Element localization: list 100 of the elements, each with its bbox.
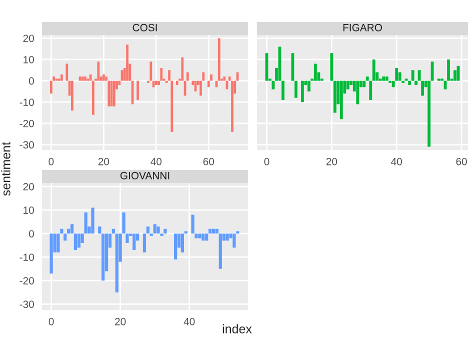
bar bbox=[428, 80, 431, 147]
x-tick-label: 20 bbox=[115, 318, 126, 326]
bar bbox=[126, 44, 128, 81]
bar bbox=[346, 80, 350, 90]
y-tick-label: -20 bbox=[20, 120, 34, 128]
bar bbox=[118, 80, 121, 86]
x-tick-label: 20 bbox=[326, 158, 338, 166]
x-tick-label: 0 bbox=[48, 158, 54, 166]
bar bbox=[150, 62, 152, 81]
bar bbox=[421, 80, 424, 96]
bar bbox=[330, 53, 334, 81]
bar bbox=[136, 80, 139, 100]
bar bbox=[291, 53, 294, 81]
y-axis-title: sentiment bbox=[1, 142, 10, 196]
bar bbox=[142, 234, 146, 252]
chart-title: GIOVANNI bbox=[120, 172, 170, 180]
bar bbox=[430, 62, 434, 81]
bar bbox=[112, 228, 115, 234]
y-tick-label: -30 bbox=[20, 300, 34, 308]
bar bbox=[207, 80, 210, 88]
bar bbox=[411, 70, 414, 81]
bar bbox=[228, 76, 231, 81]
bar bbox=[447, 59, 450, 81]
y-tick-label: 10 bbox=[24, 56, 34, 64]
bar bbox=[153, 224, 156, 234]
bar bbox=[105, 76, 108, 81]
bar bbox=[168, 70, 170, 81]
bar bbox=[223, 76, 226, 81]
bar bbox=[112, 80, 116, 106]
bar bbox=[174, 234, 178, 260]
bar bbox=[191, 214, 194, 234]
bar bbox=[52, 76, 55, 81]
x-tick-label: 60 bbox=[203, 158, 214, 166]
bar bbox=[398, 72, 402, 81]
bar bbox=[392, 80, 395, 88]
x-tick-label: 40 bbox=[184, 318, 195, 326]
bar bbox=[418, 70, 421, 81]
bar bbox=[56, 234, 60, 252]
bar bbox=[408, 80, 412, 86]
bar bbox=[98, 226, 102, 234]
x-axis-title: index bbox=[222, 324, 252, 334]
x-tick-label: 0 bbox=[48, 318, 54, 326]
bar bbox=[115, 234, 118, 292]
bar bbox=[300, 80, 304, 102]
bar bbox=[340, 80, 343, 120]
y-tick-label: -10 bbox=[20, 254, 34, 261]
bar bbox=[170, 80, 174, 132]
bar bbox=[164, 228, 167, 234]
bar bbox=[84, 212, 88, 234]
bar bbox=[70, 224, 74, 234]
bar bbox=[307, 80, 310, 92]
bar bbox=[102, 74, 105, 81]
bar bbox=[146, 226, 150, 234]
bar bbox=[215, 228, 218, 234]
bar bbox=[208, 228, 212, 234]
bar bbox=[395, 68, 398, 81]
bar bbox=[414, 80, 418, 86]
bar bbox=[218, 38, 220, 81]
bar bbox=[202, 234, 205, 241]
bar bbox=[356, 80, 360, 104]
bar bbox=[200, 80, 202, 96]
chart-title: FIGARO bbox=[343, 24, 382, 32]
bar bbox=[454, 70, 456, 81]
x-tick-label: 20 bbox=[98, 158, 110, 166]
bar bbox=[50, 234, 53, 274]
bar bbox=[212, 228, 216, 234]
bar bbox=[66, 64, 68, 81]
bar bbox=[91, 208, 94, 234]
bar bbox=[78, 76, 82, 81]
bar bbox=[97, 62, 100, 81]
bar bbox=[180, 234, 184, 252]
y-tick-label: 0 bbox=[28, 230, 34, 238]
bar bbox=[156, 226, 160, 234]
y-tick-label: 0 bbox=[28, 77, 34, 85]
bar bbox=[184, 231, 188, 234]
bar bbox=[226, 234, 229, 241]
x-tick-label: 40 bbox=[150, 158, 162, 166]
x-tick-label: 0 bbox=[264, 158, 270, 166]
bar bbox=[70, 80, 74, 111]
y-tick-label: 20 bbox=[23, 183, 34, 190]
bar bbox=[382, 76, 386, 81]
bar bbox=[160, 68, 163, 81]
bar bbox=[158, 80, 160, 86]
bar bbox=[362, 80, 366, 88]
bar bbox=[333, 80, 336, 113]
bar bbox=[102, 234, 105, 281]
bar bbox=[81, 76, 84, 81]
bar bbox=[294, 80, 298, 98]
bar bbox=[92, 80, 94, 115]
bar bbox=[194, 234, 198, 238]
bar bbox=[126, 234, 129, 243]
bar bbox=[236, 231, 240, 234]
bar bbox=[186, 72, 189, 81]
bar bbox=[176, 80, 178, 86]
bar bbox=[60, 228, 64, 234]
bar bbox=[74, 234, 78, 250]
bar bbox=[202, 72, 205, 81]
bar bbox=[372, 59, 376, 81]
bar bbox=[60, 74, 63, 81]
bar bbox=[154, 80, 158, 86]
